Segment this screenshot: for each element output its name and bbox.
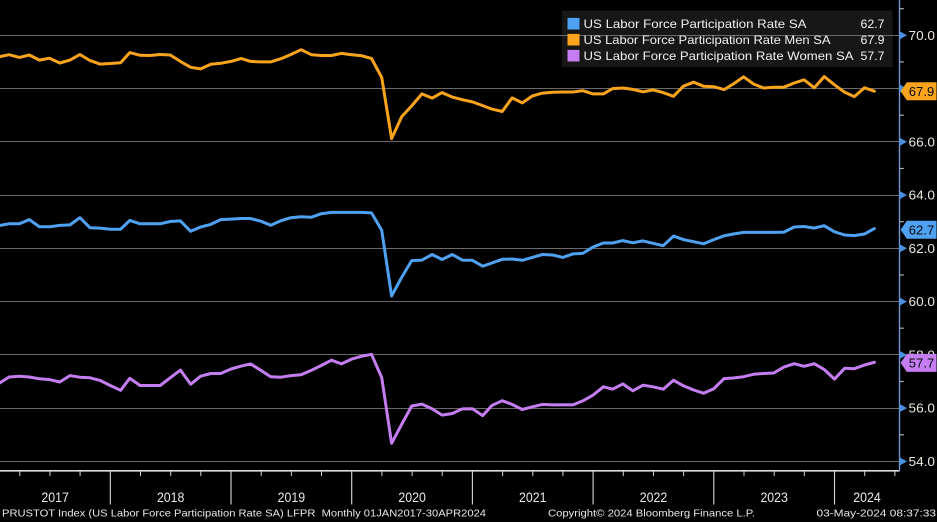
svg-text:54.0: 54.0: [909, 454, 936, 469]
svg-text:60.0: 60.0: [909, 294, 936, 309]
svg-text:2018: 2018: [157, 490, 185, 505]
svg-text:2017: 2017: [41, 490, 69, 505]
svg-text:62.0: 62.0: [909, 241, 936, 256]
svg-text:Copyright© 2024 Bloomberg Fina: Copyright© 2024 Bloomberg Finance L.P.: [548, 508, 755, 519]
svg-text:PRUSTOT Index (US Labor Force: PRUSTOT Index (US Labor Force Participat…: [2, 508, 486, 519]
svg-text:2019: 2019: [278, 490, 306, 505]
svg-text:67.9: 67.9: [861, 34, 885, 47]
svg-text:66.0: 66.0: [909, 134, 936, 149]
svg-text:67.9: 67.9: [909, 84, 935, 99]
svg-text:64.0: 64.0: [909, 188, 936, 203]
svg-text:2022: 2022: [640, 490, 668, 505]
svg-text:2024: 2024: [853, 490, 881, 505]
svg-text:03-May-2024 08:37:33: 03-May-2024 08:37:33: [817, 508, 937, 519]
svg-text:US Labor Force Participation R: US Labor Force Participation Rate SA: [584, 18, 807, 31]
svg-text:US Labor Force Participation R: US Labor Force Participation Rate Women …: [584, 50, 854, 63]
svg-text:62.7: 62.7: [909, 222, 935, 237]
svg-text:70.0: 70.0: [909, 28, 936, 43]
svg-text:57.7: 57.7: [909, 356, 935, 371]
svg-text:62.7: 62.7: [861, 18, 885, 31]
svg-text:US Labor Force Participation R: US Labor Force Participation Rate Men SA: [584, 34, 831, 47]
svg-text:57.7: 57.7: [861, 50, 885, 63]
svg-text:2021: 2021: [519, 490, 547, 505]
svg-text:2023: 2023: [760, 490, 788, 505]
svg-text:2020: 2020: [398, 490, 426, 505]
svg-text:56.0: 56.0: [909, 401, 936, 416]
